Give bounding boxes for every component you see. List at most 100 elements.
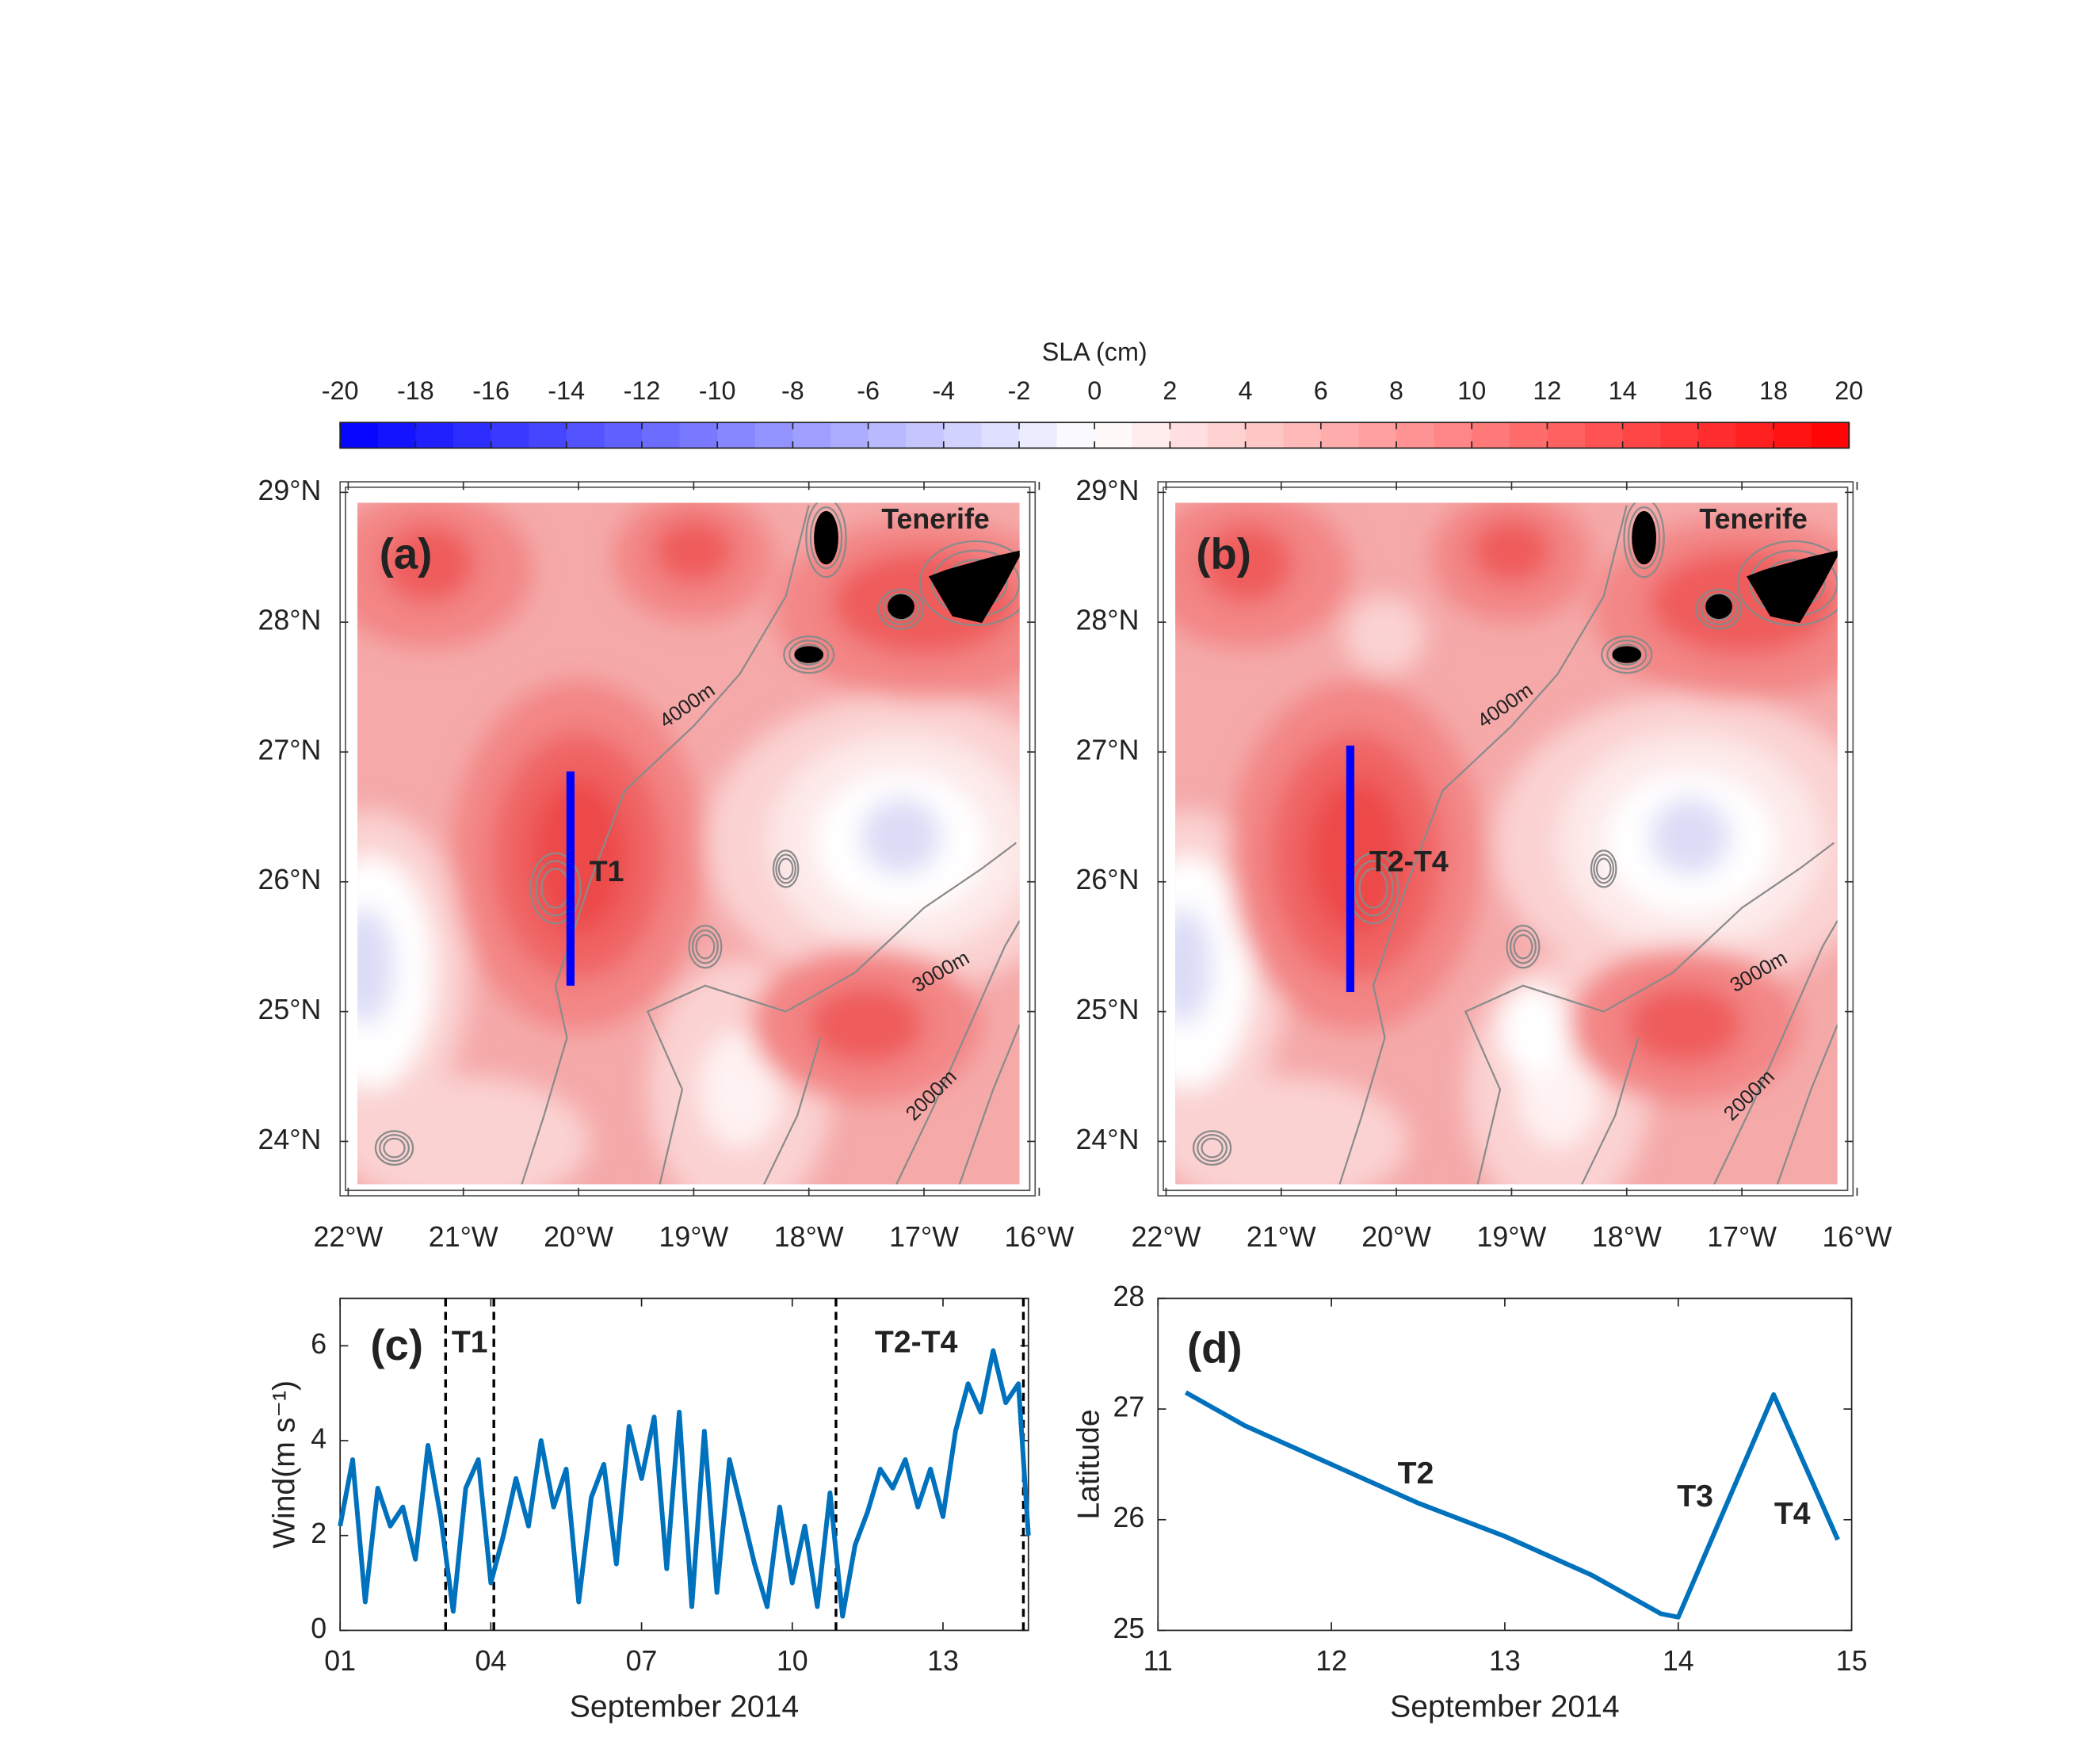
- colorbar-cell: [1396, 422, 1435, 449]
- sla-level: [382, 525, 475, 603]
- x-tick-label: 20°W: [544, 1221, 613, 1253]
- colorbar-cell: [1622, 422, 1662, 449]
- colorbar-cell: [604, 422, 643, 449]
- colorbar-tick-label: -10: [699, 376, 736, 405]
- isobath: [646, 842, 1017, 1185]
- x-tick-label: 11: [1144, 1645, 1173, 1677]
- seamount-contour: [535, 860, 576, 917]
- colorbar-tick-label: 10: [1457, 376, 1486, 405]
- colorbar-tick-label: 14: [1609, 376, 1637, 405]
- colorbar-cell: [566, 422, 605, 449]
- island: [814, 511, 838, 565]
- colorbar-cell: [377, 422, 417, 449]
- isobath: [1776, 1024, 1838, 1185]
- segment-label: T3: [1677, 1479, 1713, 1514]
- colorbar-cell: [529, 422, 567, 449]
- seamount-contour: [379, 1133, 410, 1162]
- colorbar-tick-label: -14: [548, 376, 585, 405]
- y-tick-label: 2: [311, 1517, 326, 1549]
- seamount-contour: [1513, 933, 1533, 960]
- x-tick-label: 01: [324, 1645, 356, 1677]
- x-tick-label: 19°W: [1477, 1221, 1547, 1253]
- sla-field: [1175, 502, 1838, 1185]
- y-tick-label: 26°N: [1076, 864, 1140, 895]
- sla-level: [1175, 907, 1212, 1025]
- x-tick-label: 04: [475, 1645, 506, 1677]
- colorbar-cell: [1660, 422, 1699, 449]
- seamount-contour: [1358, 868, 1388, 909]
- isobath: [762, 1037, 822, 1185]
- seamount-contour: [1510, 929, 1537, 964]
- colorbar-tick-label: -8: [781, 376, 804, 405]
- panel-label: (a): [380, 530, 433, 578]
- colorbar-tick-label: 6: [1314, 376, 1328, 405]
- colorbar-cell: [868, 422, 907, 449]
- transect-label: T2-T4: [1369, 844, 1449, 877]
- axes-box: [1157, 1297, 1853, 1632]
- y-tick-label: 25°N: [258, 994, 321, 1025]
- y-tick-label: 25°N: [1076, 994, 1140, 1025]
- sla-level: [1344, 596, 1426, 674]
- sla-level: [861, 797, 941, 876]
- y-tick-label: 29°N: [1076, 475, 1140, 506]
- colorbar-cell: [1094, 422, 1133, 449]
- period-label: T1: [452, 1326, 488, 1360]
- panel-label: (b): [1196, 530, 1251, 578]
- sla-level: [808, 985, 925, 1064]
- transect-label: T1: [590, 854, 624, 888]
- island: [1632, 511, 1656, 565]
- sla-level: [653, 518, 735, 584]
- colorbar-cell: [906, 422, 945, 449]
- seamount-contour: [772, 849, 800, 888]
- colorbar-tick-label: 8: [1389, 376, 1403, 405]
- panel-label: (c): [370, 1321, 423, 1369]
- seamount-contour: [1695, 588, 1743, 630]
- colorbar-tick-label: -18: [397, 376, 434, 405]
- place-label: Tenerife: [1699, 503, 1807, 535]
- y-tick-label: 27°N: [258, 734, 321, 765]
- line-panel: 11 12 13 14 15 25 26 27 28 September 2014 Latitude…: [1071, 1281, 1867, 1724]
- x-axis-label: September 2014: [570, 1690, 800, 1724]
- x-tick-label: 18°W: [1592, 1221, 1662, 1253]
- sla-level: [1471, 518, 1552, 584]
- seamount-contour: [1623, 502, 1665, 578]
- y-tick-label: 26: [1113, 1502, 1144, 1533]
- x-axis-label: September 2014: [1390, 1690, 1620, 1724]
- colorbar-tick-label: 2: [1163, 376, 1177, 405]
- colorbar-title: SLA (cm): [1042, 338, 1147, 366]
- seamount-contour: [783, 636, 835, 674]
- x-tick-label: 17°W: [1707, 1221, 1777, 1253]
- isobath: [958, 1024, 1020, 1185]
- seamount-contour: [1700, 593, 1738, 626]
- colorbar-tick-label: 20: [1835, 376, 1863, 405]
- colorbar-cell: [1170, 422, 1209, 449]
- colorbar-cell: [1245, 422, 1285, 449]
- island: [1747, 550, 1838, 624]
- sla-level: [1499, 985, 1570, 1077]
- segment-label: T4: [1774, 1497, 1811, 1531]
- colorbar-cell: [415, 422, 455, 449]
- map-frame-inner: [1163, 486, 1849, 1192]
- x-tick-label: 13: [1489, 1645, 1521, 1677]
- colorbar-cell: [1283, 422, 1322, 449]
- x-tick-label: 10: [777, 1645, 808, 1677]
- colorbar-cell: [830, 422, 869, 449]
- seamount-contour: [1606, 639, 1648, 670]
- series-line: [1184, 1390, 1840, 1620]
- island: [1612, 646, 1642, 663]
- map-frame-outer: [339, 481, 1037, 1197]
- y-tick-label: 27: [1113, 1392, 1144, 1423]
- seamount-contour: [788, 639, 830, 670]
- seamount-contour: [1593, 853, 1615, 884]
- sla-level: [357, 907, 395, 1025]
- colorbar-cell: [1208, 422, 1247, 449]
- colorbar-cell: [792, 422, 832, 449]
- y-tick-label: 6: [311, 1328, 326, 1360]
- seamount-contour: [877, 588, 925, 630]
- sla-contours: [357, 502, 1020, 1185]
- y-tick-label: 26°N: [258, 864, 321, 895]
- sla-level: [1649, 797, 1731, 876]
- map-frame-inner: [345, 486, 1031, 1192]
- seamount-contour: [1201, 1137, 1224, 1159]
